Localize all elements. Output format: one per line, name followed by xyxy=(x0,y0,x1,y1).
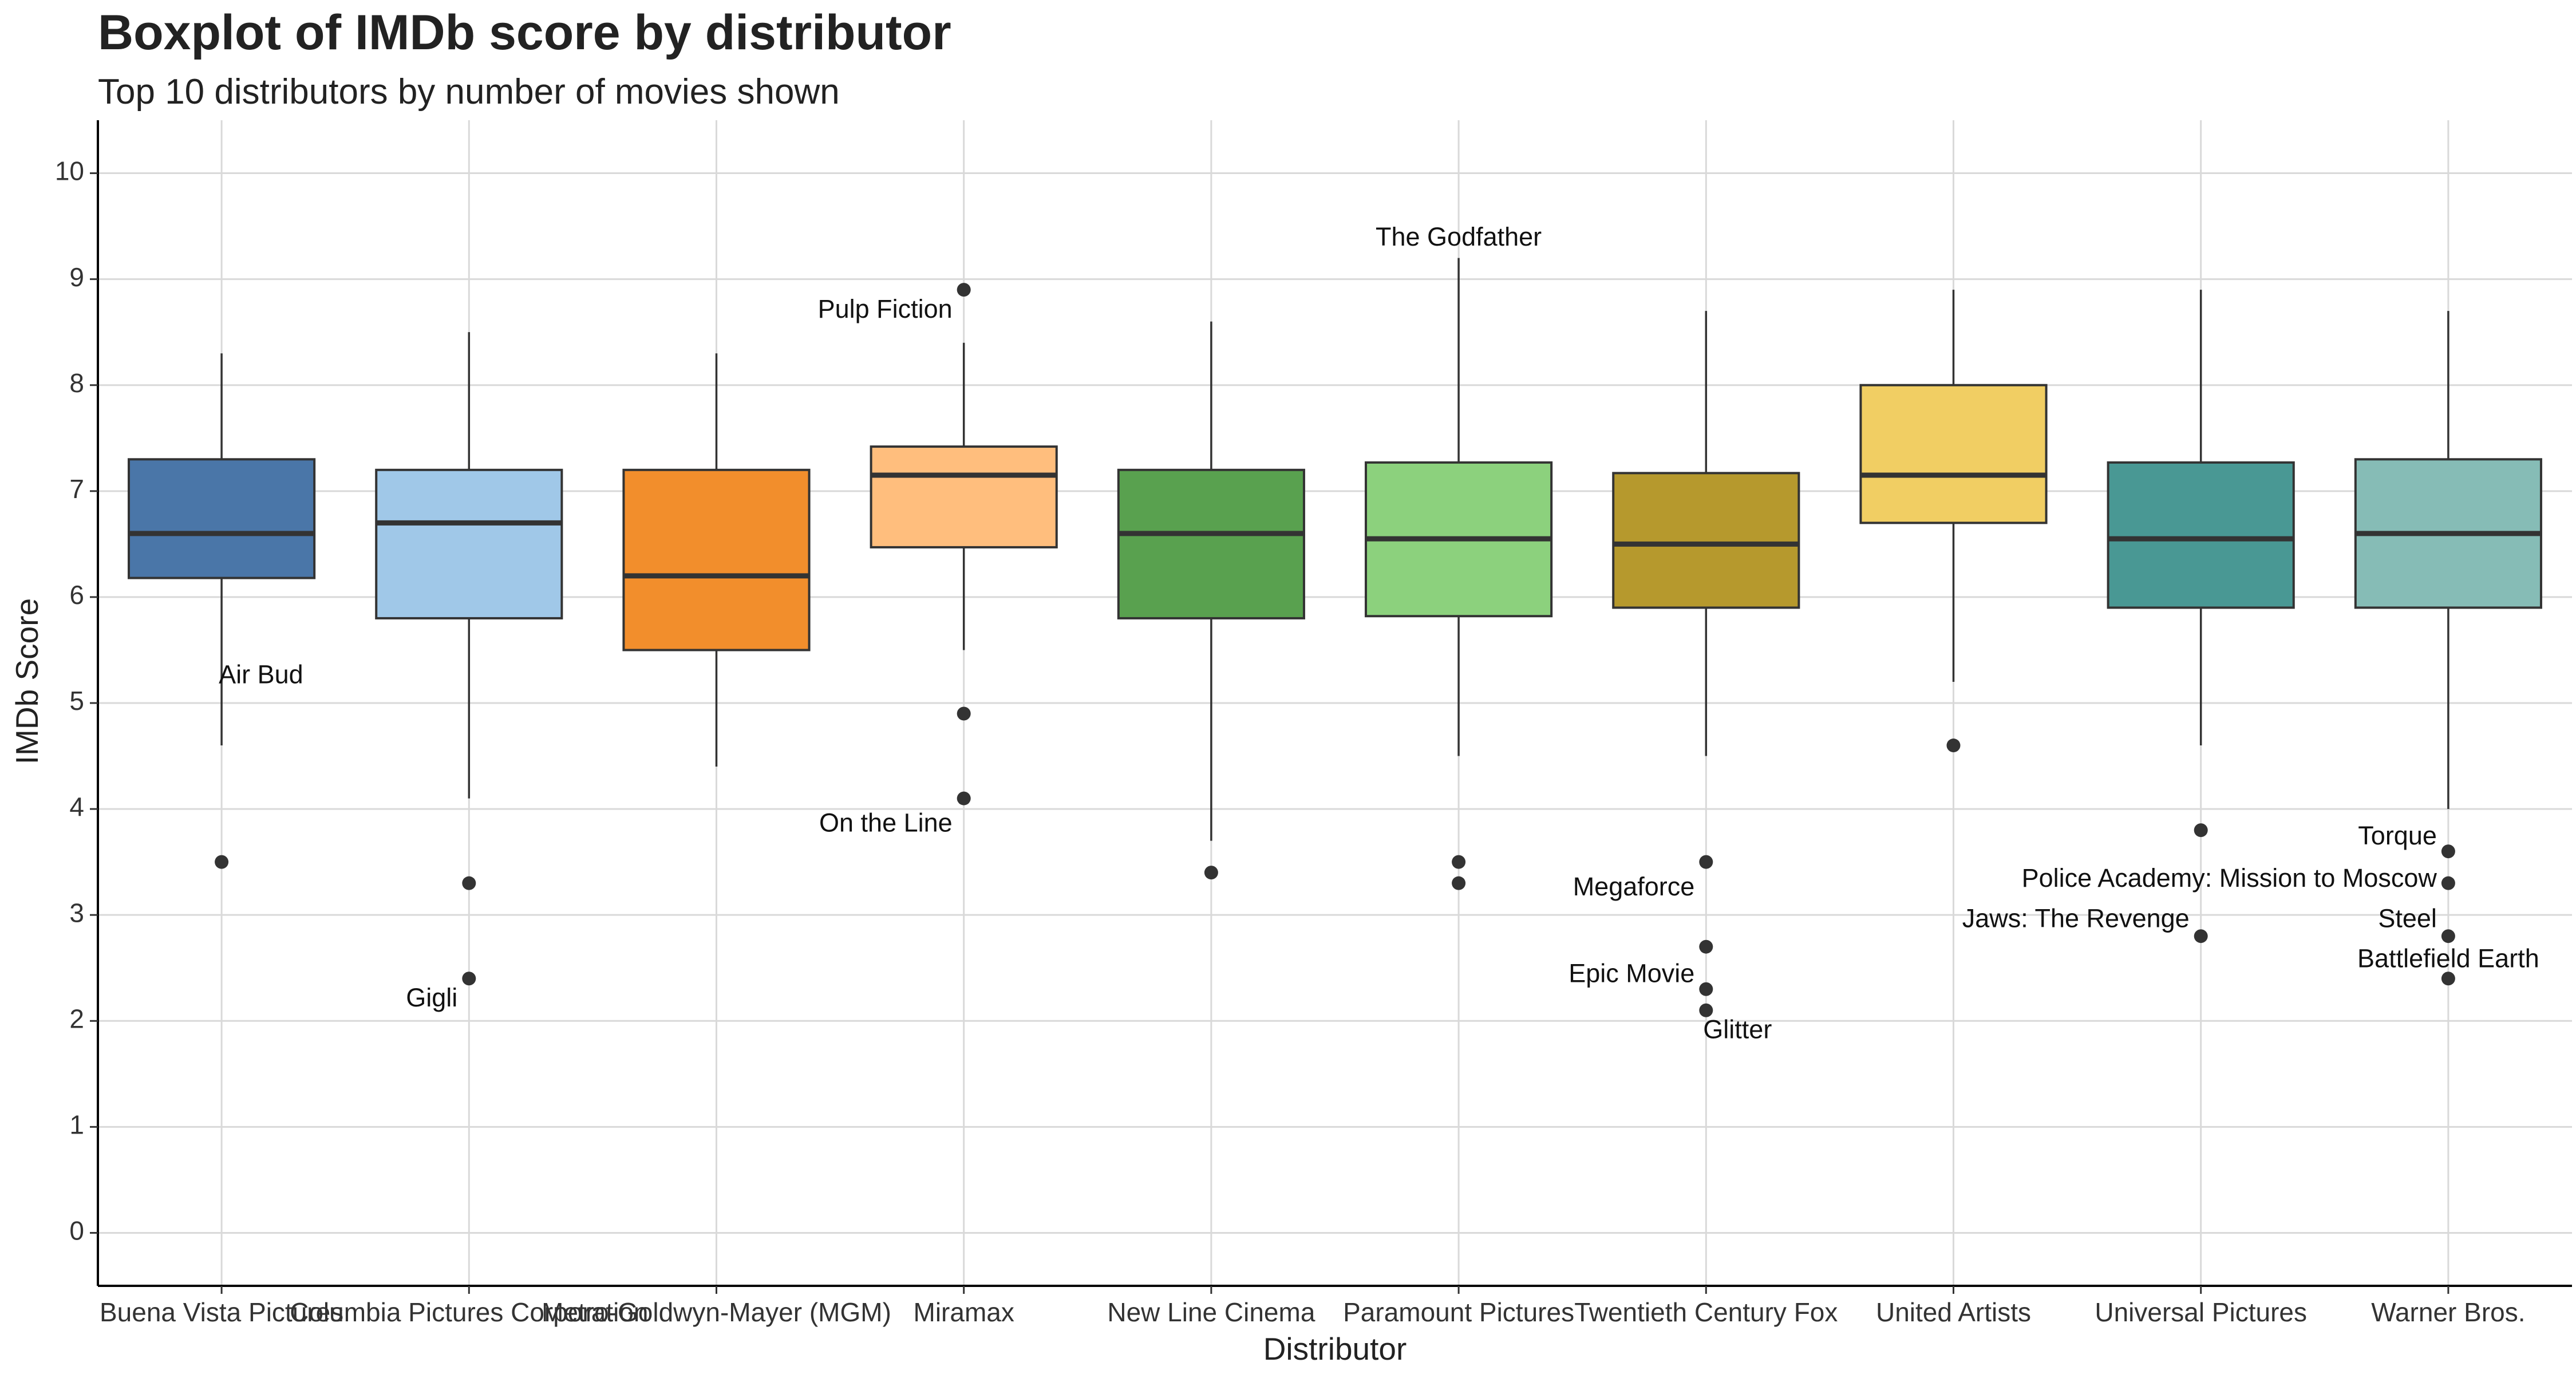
x-tick-label: Miramax xyxy=(914,1297,1014,1327)
y-tick-label: 1 xyxy=(69,1110,84,1140)
x-tick-label: Universal Pictures xyxy=(2095,1297,2307,1327)
outlier-label: On the Line xyxy=(819,808,953,838)
outlier-label: Torque xyxy=(2358,821,2437,850)
outlier-point xyxy=(2194,823,2208,838)
outlier-point xyxy=(462,876,476,890)
outlier-point xyxy=(1699,1003,1713,1017)
box-group xyxy=(1365,258,1553,890)
outlier-label: Glitter xyxy=(1703,1015,1772,1044)
outlier-point xyxy=(1452,876,1466,890)
chart-subtitle: Top 10 distributors by number of movies … xyxy=(98,72,840,112)
x-tick-label: Paramount Pictures xyxy=(1343,1297,1574,1327)
outlier-label: The Godfather xyxy=(1376,222,1542,251)
outlier-point xyxy=(215,855,229,869)
chart-title: Boxplot of IMDb score by distributor xyxy=(98,5,951,60)
outlier-label: Megaforce xyxy=(1573,872,1695,901)
outlier-point xyxy=(2441,929,2455,943)
x-tick-label: Warner Bros. xyxy=(2371,1297,2525,1327)
x-axis-title: Distributor xyxy=(1263,1331,1407,1367)
box-group xyxy=(128,353,316,869)
y-tick-label: 9 xyxy=(69,262,84,292)
x-tick-label: New Line Cinema xyxy=(1107,1297,1315,1327)
x-tick-label: Metro-Goldwyn-Mayer (MGM) xyxy=(542,1297,891,1327)
outlier-point xyxy=(1204,866,1218,880)
outlier-label: Epic Movie xyxy=(1568,959,1694,988)
axes: 0 1 2 3 4 5 6 7 8 9 10 Buena Vista PicturesColumbia… xyxy=(55,120,2572,1327)
outlier-label: Air Bud xyxy=(219,660,303,689)
box xyxy=(622,468,811,652)
box-series xyxy=(128,258,2542,1017)
y-tick-label: 3 xyxy=(69,898,84,927)
outlier-point xyxy=(957,706,971,721)
box xyxy=(375,468,563,619)
y-tick-label: 4 xyxy=(69,792,84,822)
box-group xyxy=(1117,321,1305,880)
x-tick-label: United Artists xyxy=(1876,1297,2031,1327)
box-group xyxy=(1859,290,2048,753)
box xyxy=(1117,468,1305,619)
outlier-point xyxy=(462,972,476,986)
outlier-point xyxy=(957,283,971,297)
box-group xyxy=(375,332,563,986)
outlier-label: Police Academy: Mission to Moscow xyxy=(2022,863,2437,893)
outlier-point xyxy=(957,791,971,806)
y-tick-label: 5 xyxy=(69,686,84,716)
x-tick-label: Twentieth Century Fox xyxy=(1574,1297,1838,1327)
outlier-point xyxy=(1699,982,1713,996)
outlier-label: Gigli xyxy=(406,983,457,1012)
y-tick-label: 0 xyxy=(69,1216,84,1246)
outlier-label: Steel xyxy=(2378,903,2437,933)
outlier-label: Battlefield Earth xyxy=(2357,944,2539,973)
y-axis-title: IMDb Score xyxy=(9,598,45,764)
y-tick-label: 7 xyxy=(69,474,84,504)
outlier-point xyxy=(2194,929,2208,943)
y-tick-label: 10 xyxy=(55,156,84,186)
box xyxy=(2107,461,2295,609)
box-group xyxy=(870,283,1058,806)
outlier-point xyxy=(1699,855,1713,869)
box xyxy=(128,458,316,579)
outlier-point xyxy=(1699,939,1713,954)
y-tick-label: 2 xyxy=(69,1004,84,1033)
x-tick-label: Columbia Pictures Corporation xyxy=(290,1297,648,1327)
box xyxy=(1612,472,1800,609)
outlier-label: Pulp Fiction xyxy=(818,294,953,323)
outlier-point xyxy=(2441,972,2455,986)
outlier-point xyxy=(2441,844,2455,859)
outlier-point xyxy=(2441,876,2455,890)
outlier-point xyxy=(1946,739,1961,753)
box-group xyxy=(2107,290,2295,943)
box xyxy=(1859,384,2048,524)
box xyxy=(870,445,1058,548)
box-group xyxy=(622,353,811,767)
outlier-label: Jaws: The Revenge xyxy=(1962,903,2190,933)
box-group xyxy=(1612,311,1800,1017)
outlier-point xyxy=(1452,855,1466,869)
x-tick-label: Buena Vista Pictures xyxy=(100,1297,343,1327)
box-group xyxy=(2354,311,2542,986)
y-tick-label: 6 xyxy=(69,580,84,610)
outlier-annotations: Air Bud Gigli Pulp Fiction On the Line The G… xyxy=(219,222,2539,1044)
y-tick-label: 8 xyxy=(69,368,84,398)
